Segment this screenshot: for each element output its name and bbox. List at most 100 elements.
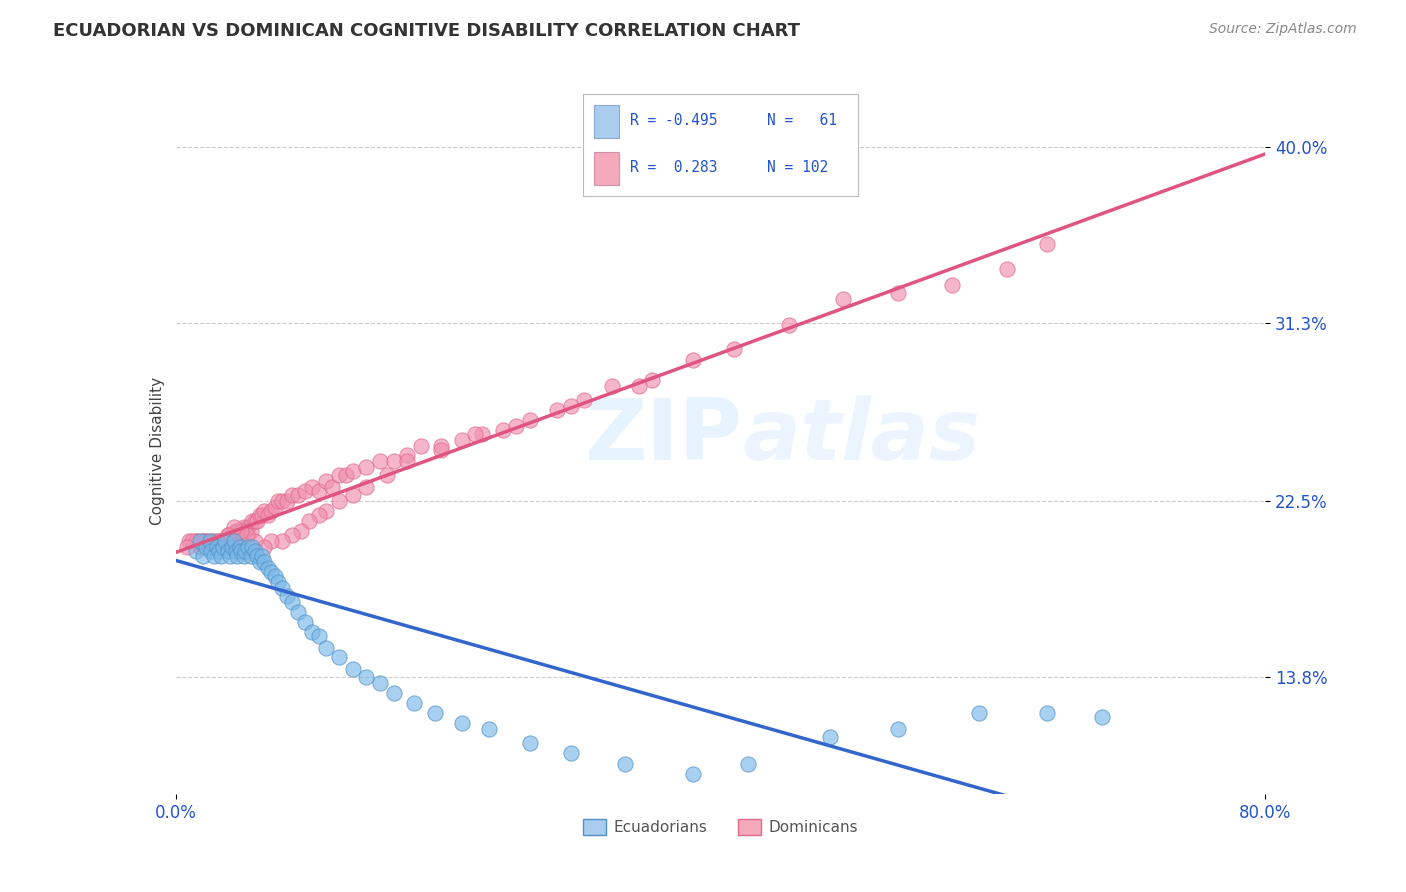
Text: R =  0.283: R = 0.283	[630, 160, 717, 175]
Point	[342, 662, 364, 676]
Point	[232, 549, 254, 563]
Text: atlas: atlas	[742, 395, 980, 478]
Point	[886, 285, 908, 300]
Point	[280, 595, 302, 609]
Point	[450, 716, 472, 731]
Point	[301, 480, 323, 494]
Point	[382, 686, 405, 700]
Text: ZIP: ZIP	[585, 395, 742, 478]
Point	[250, 549, 273, 563]
Point	[301, 625, 323, 640]
Point	[243, 534, 266, 549]
Point	[253, 504, 276, 518]
Point	[253, 555, 276, 569]
Point	[271, 494, 294, 508]
Point	[271, 581, 294, 595]
Point	[464, 427, 486, 442]
Point	[280, 528, 302, 542]
Point	[519, 736, 541, 750]
Point	[560, 747, 582, 761]
Point	[249, 508, 271, 522]
Point	[233, 544, 256, 558]
Point	[271, 534, 294, 549]
Point	[225, 524, 247, 539]
Point	[246, 549, 269, 563]
Point	[682, 766, 704, 780]
Point	[478, 723, 501, 737]
Point	[191, 534, 214, 549]
Point	[505, 419, 527, 434]
Point	[219, 549, 242, 563]
Point	[217, 528, 239, 542]
Point	[267, 574, 290, 589]
Text: N =   61: N = 61	[768, 112, 837, 128]
Point	[198, 534, 221, 549]
Point	[315, 474, 337, 488]
Point	[335, 467, 357, 482]
Point	[186, 534, 208, 549]
Point	[231, 524, 253, 539]
Point	[287, 605, 309, 619]
Point	[368, 453, 391, 467]
Point	[231, 544, 253, 558]
Point	[202, 534, 225, 549]
Point	[396, 453, 419, 467]
Point	[205, 541, 228, 555]
Point	[600, 379, 623, 393]
Point	[423, 706, 446, 720]
Point	[214, 534, 236, 549]
Point	[226, 549, 249, 563]
Point	[315, 504, 337, 518]
Point	[179, 534, 201, 549]
Point	[342, 488, 364, 502]
Point	[191, 549, 214, 563]
Point	[356, 459, 378, 474]
Point	[308, 508, 330, 522]
Point	[224, 520, 246, 534]
Point	[492, 423, 515, 437]
Point	[627, 379, 650, 393]
Point	[225, 544, 247, 558]
Point	[229, 541, 252, 555]
Point	[212, 541, 235, 555]
Point	[212, 541, 235, 555]
Point	[188, 541, 211, 555]
Point	[194, 534, 217, 549]
Point	[246, 514, 269, 528]
Point	[198, 541, 221, 555]
Point	[778, 318, 800, 333]
Point	[239, 524, 262, 539]
Point	[181, 534, 204, 549]
Point	[382, 453, 405, 467]
Point	[430, 443, 453, 458]
Point	[409, 439, 432, 453]
Point	[404, 696, 426, 710]
Point	[194, 541, 217, 555]
Point	[260, 504, 283, 518]
Point	[832, 292, 855, 306]
Point	[186, 534, 208, 549]
Point	[260, 565, 283, 579]
Point	[276, 589, 298, 603]
Point	[1036, 237, 1059, 252]
Point	[243, 544, 266, 558]
Point	[208, 544, 231, 558]
Point	[253, 541, 276, 555]
Point	[231, 524, 253, 539]
Point	[471, 427, 494, 442]
Point	[682, 352, 704, 367]
Point	[200, 534, 222, 549]
Point	[226, 524, 249, 539]
Point	[298, 514, 321, 528]
Point	[194, 534, 217, 549]
Point	[205, 534, 228, 549]
Y-axis label: Cognitive Disability: Cognitive Disability	[149, 376, 165, 524]
Point	[186, 544, 208, 558]
Point	[294, 483, 316, 498]
Point	[235, 528, 257, 542]
Point	[614, 756, 637, 771]
Point	[236, 520, 259, 534]
Point	[941, 277, 963, 292]
Point	[969, 706, 991, 720]
Text: Source: ZipAtlas.com: Source: ZipAtlas.com	[1209, 22, 1357, 37]
